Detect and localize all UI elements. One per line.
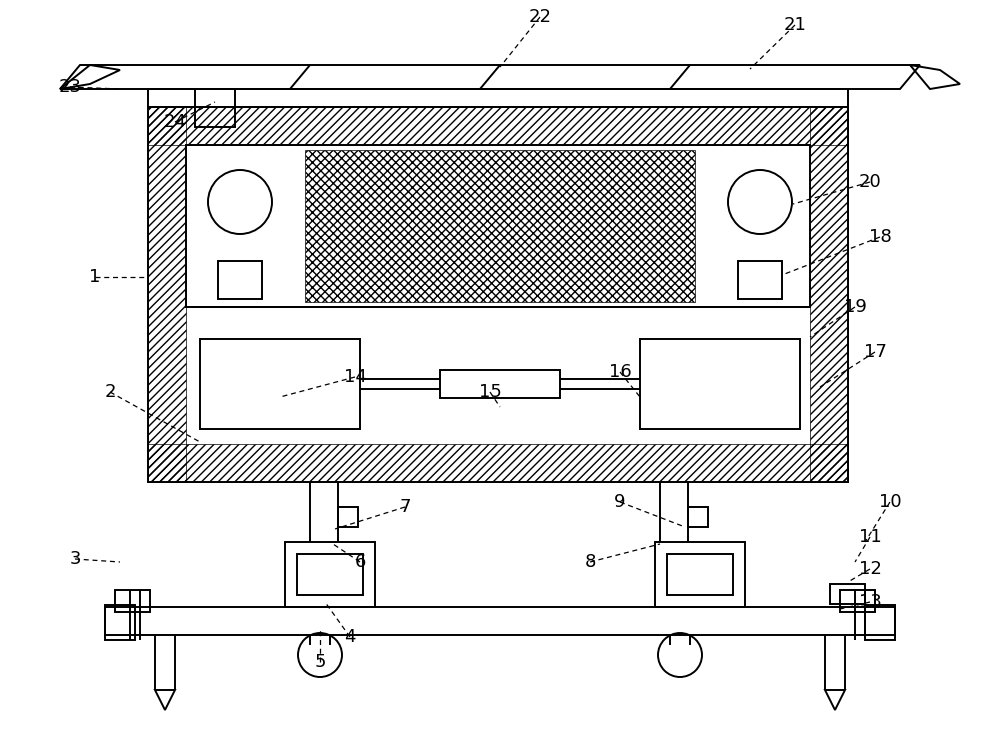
- Bar: [148, 107, 186, 482]
- Bar: [148, 444, 848, 482]
- Text: 10: 10: [879, 493, 901, 511]
- Bar: [338, 507, 358, 527]
- Bar: [830, 584, 865, 604]
- Text: 16: 16: [609, 363, 631, 381]
- Bar: [688, 507, 708, 527]
- Bar: [285, 542, 375, 607]
- Bar: [305, 150, 695, 302]
- Text: 7: 7: [399, 498, 411, 516]
- Bar: [667, 554, 733, 595]
- Bar: [105, 605, 135, 640]
- Text: 5: 5: [314, 653, 326, 671]
- Bar: [186, 145, 810, 307]
- Text: 21: 21: [784, 16, 806, 34]
- Text: 20: 20: [859, 173, 881, 191]
- Text: 19: 19: [844, 298, 866, 316]
- Bar: [810, 107, 848, 482]
- Text: 14: 14: [344, 368, 366, 386]
- Text: 15: 15: [479, 383, 501, 401]
- Text: 18: 18: [869, 228, 891, 246]
- Text: 3: 3: [69, 550, 81, 568]
- Text: 13: 13: [859, 593, 881, 611]
- Bar: [148, 89, 848, 107]
- Text: 12: 12: [859, 560, 881, 578]
- Bar: [200, 339, 360, 429]
- Bar: [865, 605, 895, 640]
- Text: 11: 11: [859, 528, 881, 546]
- Bar: [105, 607, 895, 635]
- Bar: [738, 261, 782, 299]
- Bar: [218, 261, 262, 299]
- Text: 24: 24: [164, 113, 186, 131]
- Text: 9: 9: [614, 493, 626, 511]
- Text: 22: 22: [528, 8, 552, 26]
- Text: 1: 1: [89, 268, 101, 286]
- Text: 8: 8: [584, 553, 596, 571]
- Bar: [148, 107, 848, 482]
- Text: 2: 2: [104, 383, 116, 401]
- Bar: [297, 554, 363, 595]
- Bar: [148, 107, 848, 145]
- Bar: [640, 339, 800, 429]
- Bar: [655, 542, 745, 607]
- Bar: [840, 590, 875, 612]
- Bar: [115, 590, 150, 612]
- Text: 17: 17: [864, 343, 886, 361]
- Text: 23: 23: [58, 78, 82, 96]
- Bar: [440, 370, 560, 398]
- Text: 6: 6: [354, 553, 366, 571]
- Bar: [195, 89, 235, 127]
- Text: 4: 4: [344, 628, 356, 646]
